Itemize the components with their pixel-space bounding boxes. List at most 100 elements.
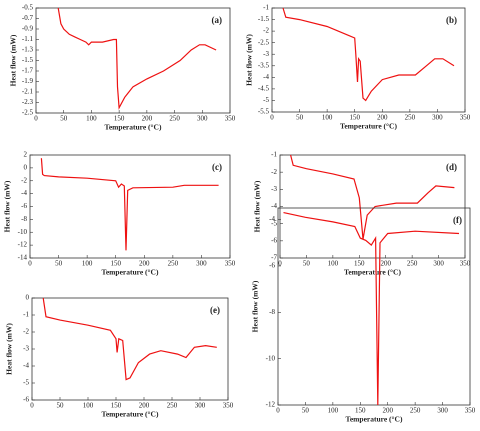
y-tick-label: -4: [23, 362, 29, 370]
x-axis-label: Temperature (°C): [344, 268, 401, 277]
x-tick-label: 0: [270, 114, 274, 122]
x-tick-label: 100: [328, 260, 339, 268]
plot-frame: [29, 154, 231, 259]
x-tick-label: 200: [139, 260, 150, 268]
x-tick-label: 50: [60, 115, 68, 123]
x-tick-label: 0: [34, 115, 38, 123]
y-tick-label: 0: [24, 163, 28, 171]
x-tick-label: 0: [28, 260, 32, 268]
x-tick-label: 0: [30, 402, 34, 410]
x-tick-label: 350: [225, 115, 236, 123]
x-tick-label: 200: [380, 260, 391, 268]
x-tick-label: 200: [377, 114, 388, 122]
x-tick-label: 350: [460, 260, 471, 268]
x-tick-label: 50: [57, 402, 65, 410]
y-tick-label: -3: [263, 50, 269, 58]
panel-label: (d): [446, 162, 457, 172]
y-tick-label: -1.9: [22, 77, 34, 85]
x-tick-label: 350: [225, 260, 236, 268]
x-tick-label: 150: [349, 114, 360, 122]
y-tick-label: -6: [271, 236, 277, 244]
x-tick-label: 350: [223, 402, 234, 410]
y-tick-label: -2: [271, 168, 277, 176]
y-tick-label: 0: [26, 294, 30, 302]
y-tick-label: -1.5: [258, 15, 270, 23]
x-tick-label: 300: [437, 407, 448, 415]
y-tick-label: -5: [263, 96, 269, 104]
y-tick-label: -10: [18, 228, 28, 236]
panel-label: (b): [446, 15, 457, 25]
x-tick-label: 50: [302, 407, 310, 415]
x-tick-label: 300: [195, 402, 206, 410]
curve: [283, 212, 460, 406]
plot-frame: [277, 207, 471, 406]
x-tick-label: 200: [382, 407, 393, 415]
y-tick-label: -3: [23, 345, 29, 353]
x-tick-label: 0: [276, 407, 280, 415]
x-tick-label: 100: [83, 402, 94, 410]
y-tick-label: -6: [23, 396, 29, 404]
x-axis-label: Temperature (°C): [105, 123, 162, 132]
x-tick-label: 300: [196, 260, 207, 268]
x-tick-label: 150: [355, 407, 366, 415]
x-tick-label: 150: [354, 260, 365, 268]
plot-frame: [271, 7, 466, 113]
y-tick-label: -2.3: [22, 98, 34, 106]
y-tick-label: -1: [263, 4, 269, 12]
y-tick-label: -4: [21, 189, 27, 197]
y-tick-label: -1: [23, 311, 29, 319]
x-tick-label: 100: [322, 114, 333, 122]
y-tick-label: -5: [271, 219, 277, 227]
y-axis-label: Heat flow (mW): [253, 180, 262, 232]
x-tick-label: 300: [197, 115, 208, 123]
x-tick-label: 250: [405, 114, 416, 122]
y-tick-label: -2: [21, 176, 27, 184]
panel-label: (f): [453, 215, 462, 225]
x-tick-label: 200: [142, 115, 153, 123]
x-axis-label: Temperature (°C): [340, 122, 397, 131]
plot-frame: [31, 297, 229, 401]
x-axis-label: Temperature (°C): [346, 415, 403, 424]
y-axis-label: Heat flow (mW): [251, 280, 260, 332]
y-axis-label: Heat flow (mW): [9, 34, 18, 86]
y-tick-label: -4: [269, 215, 275, 223]
y-tick-label: -3.5: [258, 61, 270, 69]
x-tick-label: 50: [296, 114, 304, 122]
plot-frame: [35, 7, 231, 114]
x-tick-label: 100: [86, 115, 97, 123]
panel-label: (a): [212, 15, 223, 25]
x-tick-label: 250: [410, 407, 421, 415]
x-tick-label: 250: [168, 260, 179, 268]
y-tick-label: -0.5: [22, 4, 34, 12]
y-tick-label: -2.5: [22, 109, 34, 117]
y-tick-label: -14: [18, 254, 28, 262]
x-tick-label: 250: [167, 402, 178, 410]
y-tick-label: -4.5: [258, 84, 270, 92]
y-axis-label: Heat flow (mW): [245, 34, 254, 86]
y-tick-label: -0.7: [22, 14, 34, 22]
curve: [40, 158, 219, 251]
x-tick-label: 100: [328, 407, 339, 415]
y-tick-label: -12: [18, 241, 28, 249]
y-tick-label: -8: [269, 308, 275, 316]
x-tick-label: 150: [114, 115, 125, 123]
y-tick-label: -6: [269, 262, 275, 270]
x-axis-label: Temperature (°C): [102, 410, 159, 419]
y-tick-label: -2.1: [22, 88, 34, 96]
y-tick-label: -1.3: [22, 46, 34, 54]
x-tick-label: 350: [465, 407, 476, 415]
y-tick-label: -5: [23, 379, 29, 387]
y-tick-label: -7: [271, 254, 277, 262]
x-tick-label: 350: [460, 114, 471, 122]
y-axis-label: Heat flow (mW): [3, 180, 12, 232]
y-tick-label: -8: [21, 215, 27, 223]
x-tick-label: 300: [433, 260, 444, 268]
y-tick-label: -4: [263, 73, 269, 81]
y-tick-label: -4: [271, 202, 277, 210]
x-tick-label: 250: [169, 115, 180, 123]
y-tick-label: -0.9: [22, 25, 34, 33]
curve: [57, 7, 217, 110]
y-tick-label: -5.5: [258, 108, 270, 116]
x-tick-label: 300: [432, 114, 443, 122]
